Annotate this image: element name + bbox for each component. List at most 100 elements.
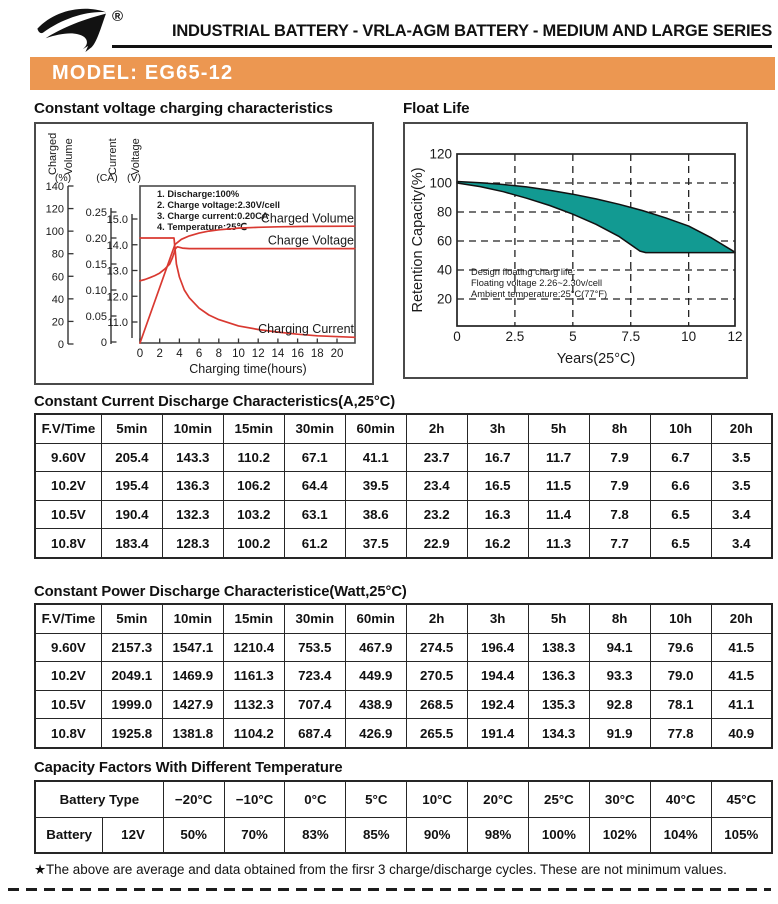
value-cell: 40.9: [710, 718, 773, 749]
value-cell: 106.2: [222, 471, 285, 501]
value-cell: 10.5V: [34, 689, 102, 720]
value-cell: 23.4: [405, 471, 468, 501]
value-cell: 1427.9: [161, 689, 224, 720]
svg-text:80: 80: [437, 205, 452, 220]
constant-current-table: F.V/Time 5min 10min 15min 30min 60min 2h 3h 5h 8h…: [34, 413, 773, 559]
capacity-value: 104%: [649, 816, 712, 854]
value-cell: 11.4: [527, 499, 590, 530]
value-cell: 1132.3: [222, 689, 285, 720]
value-cell: 93.3: [588, 661, 651, 691]
value-cell: 1210.4: [222, 632, 285, 663]
value-cell: 2157.3: [100, 632, 163, 663]
value-cell: 10.2V: [34, 661, 102, 691]
column-header: 5h: [527, 603, 590, 634]
svg-text:100: 100: [429, 176, 452, 191]
battery-type: 12V: [102, 816, 164, 854]
value-cell: 136.3: [161, 471, 224, 501]
column-header: 5min: [100, 413, 163, 444]
value-cell: 103.2: [222, 499, 285, 530]
svg-text:0: 0: [101, 337, 107, 349]
table-row: Battery 12V 50% 70% 83% 85% 90% 98% 100% 102% 104%…: [34, 816, 773, 854]
column-header: 10min: [161, 603, 224, 634]
svg-text:(%): (%): [55, 172, 71, 184]
value-cell: 63.1: [283, 499, 346, 530]
value-cell: 9.60V: [34, 442, 102, 473]
value-cell: 67.1: [283, 442, 346, 473]
value-cell: 22.9: [405, 528, 468, 559]
svg-text:Volume: Volume: [63, 138, 75, 175]
svg-text:1. Discharge:100%: 1. Discharge:100%: [157, 189, 240, 199]
svg-text:2: 2: [156, 348, 162, 360]
svg-text:Charged Volume: Charged Volume: [261, 212, 354, 226]
svg-text:Years(25°C): Years(25°C): [557, 351, 636, 367]
svg-text:2.5: 2.5: [506, 329, 525, 344]
value-cell: 1547.1: [161, 632, 224, 663]
svg-text:11.0: 11.0: [107, 317, 128, 329]
value-cell: 6.5: [649, 528, 712, 559]
model-banner: MODEL: EG65-12: [30, 57, 775, 90]
column-header: F.V/Time: [34, 413, 102, 444]
svg-text:12: 12: [727, 329, 742, 344]
svg-text:5: 5: [569, 329, 577, 344]
svg-text:0: 0: [137, 348, 143, 360]
table-row: 10.5V 190.4 132.3 103.2 63.1 38.6 23.2 16.3 11.4…: [34, 499, 773, 530]
value-cell: 92.8: [588, 689, 651, 720]
value-cell: 3.4: [710, 499, 773, 530]
value-cell: 16.5: [466, 471, 529, 501]
value-cell: 265.5: [405, 718, 468, 749]
svg-text:10: 10: [232, 348, 245, 360]
value-cell: 723.4: [283, 661, 346, 691]
svg-text:Voltage: Voltage: [130, 138, 142, 175]
value-cell: 138.3: [527, 632, 590, 663]
column-header: 2h: [405, 413, 468, 444]
value-cell: 110.2: [222, 442, 285, 473]
value-cell: 6.6: [649, 471, 712, 501]
swoosh-bird-icon: [37, 8, 106, 52]
svg-text:0.15: 0.15: [86, 259, 107, 271]
svg-text:Design floating charg life:: Design floating charg life:: [471, 267, 575, 277]
value-cell: 3.5: [710, 442, 773, 473]
column-header: 15min: [222, 413, 285, 444]
capacity-value: 83%: [284, 816, 347, 854]
value-cell: 191.4: [466, 718, 529, 749]
column-header: 3h: [466, 413, 529, 444]
svg-text:Charging time(hours): Charging time(hours): [189, 362, 306, 376]
value-cell: 37.5: [344, 528, 407, 559]
header-row: Battery Type −20°C −10°C 0°C 5°C 10°C 20°C 25°C…: [34, 780, 773, 818]
svg-text:14: 14: [272, 348, 285, 360]
value-cell: 3.5: [710, 471, 773, 501]
value-cell: 196.4: [466, 632, 529, 663]
svg-text:6: 6: [196, 348, 202, 360]
value-cell: 64.4: [283, 471, 346, 501]
column-header: 20h: [710, 603, 773, 634]
svg-text:Charging Current: Charging Current: [258, 322, 354, 336]
svg-text:0.25: 0.25: [86, 207, 107, 219]
temperature-header: 40°C: [649, 780, 712, 818]
value-cell: 100.2: [222, 528, 285, 559]
column-header: 5h: [527, 413, 590, 444]
value-cell: 195.4: [100, 471, 163, 501]
registered-trademark: ®: [112, 8, 124, 25]
value-cell: 41.1: [710, 689, 773, 720]
value-cell: 39.5: [344, 471, 407, 501]
svg-text:120: 120: [46, 204, 64, 216]
value-cell: 132.3: [161, 499, 224, 530]
value-cell: 38.6: [344, 499, 407, 530]
footnote: ★The above are average and data obtained…: [34, 862, 727, 877]
value-cell: 41.5: [710, 661, 773, 691]
column-header: 8h: [588, 603, 651, 634]
column-header: 3h: [466, 603, 529, 634]
svg-text:100: 100: [46, 226, 64, 238]
value-cell: 205.4: [100, 442, 163, 473]
svg-text:12: 12: [252, 348, 265, 360]
capacity-value: 50%: [162, 816, 225, 854]
column-header: 30min: [283, 413, 346, 444]
charging-chart-canvas: 1401201008060402000.250.200.150.100.0501…: [46, 133, 356, 376]
float-life-canvas: 120 100 80 60 40 20 0 2.5 5 7.5 10 12 Retention Capa…: [410, 147, 743, 368]
svg-text:20: 20: [437, 292, 452, 307]
column-header: 15min: [222, 603, 285, 634]
value-cell: 16.3: [466, 499, 529, 530]
column-header: 8h: [588, 413, 651, 444]
svg-text:20: 20: [52, 316, 64, 328]
value-cell: 449.9: [344, 661, 407, 691]
